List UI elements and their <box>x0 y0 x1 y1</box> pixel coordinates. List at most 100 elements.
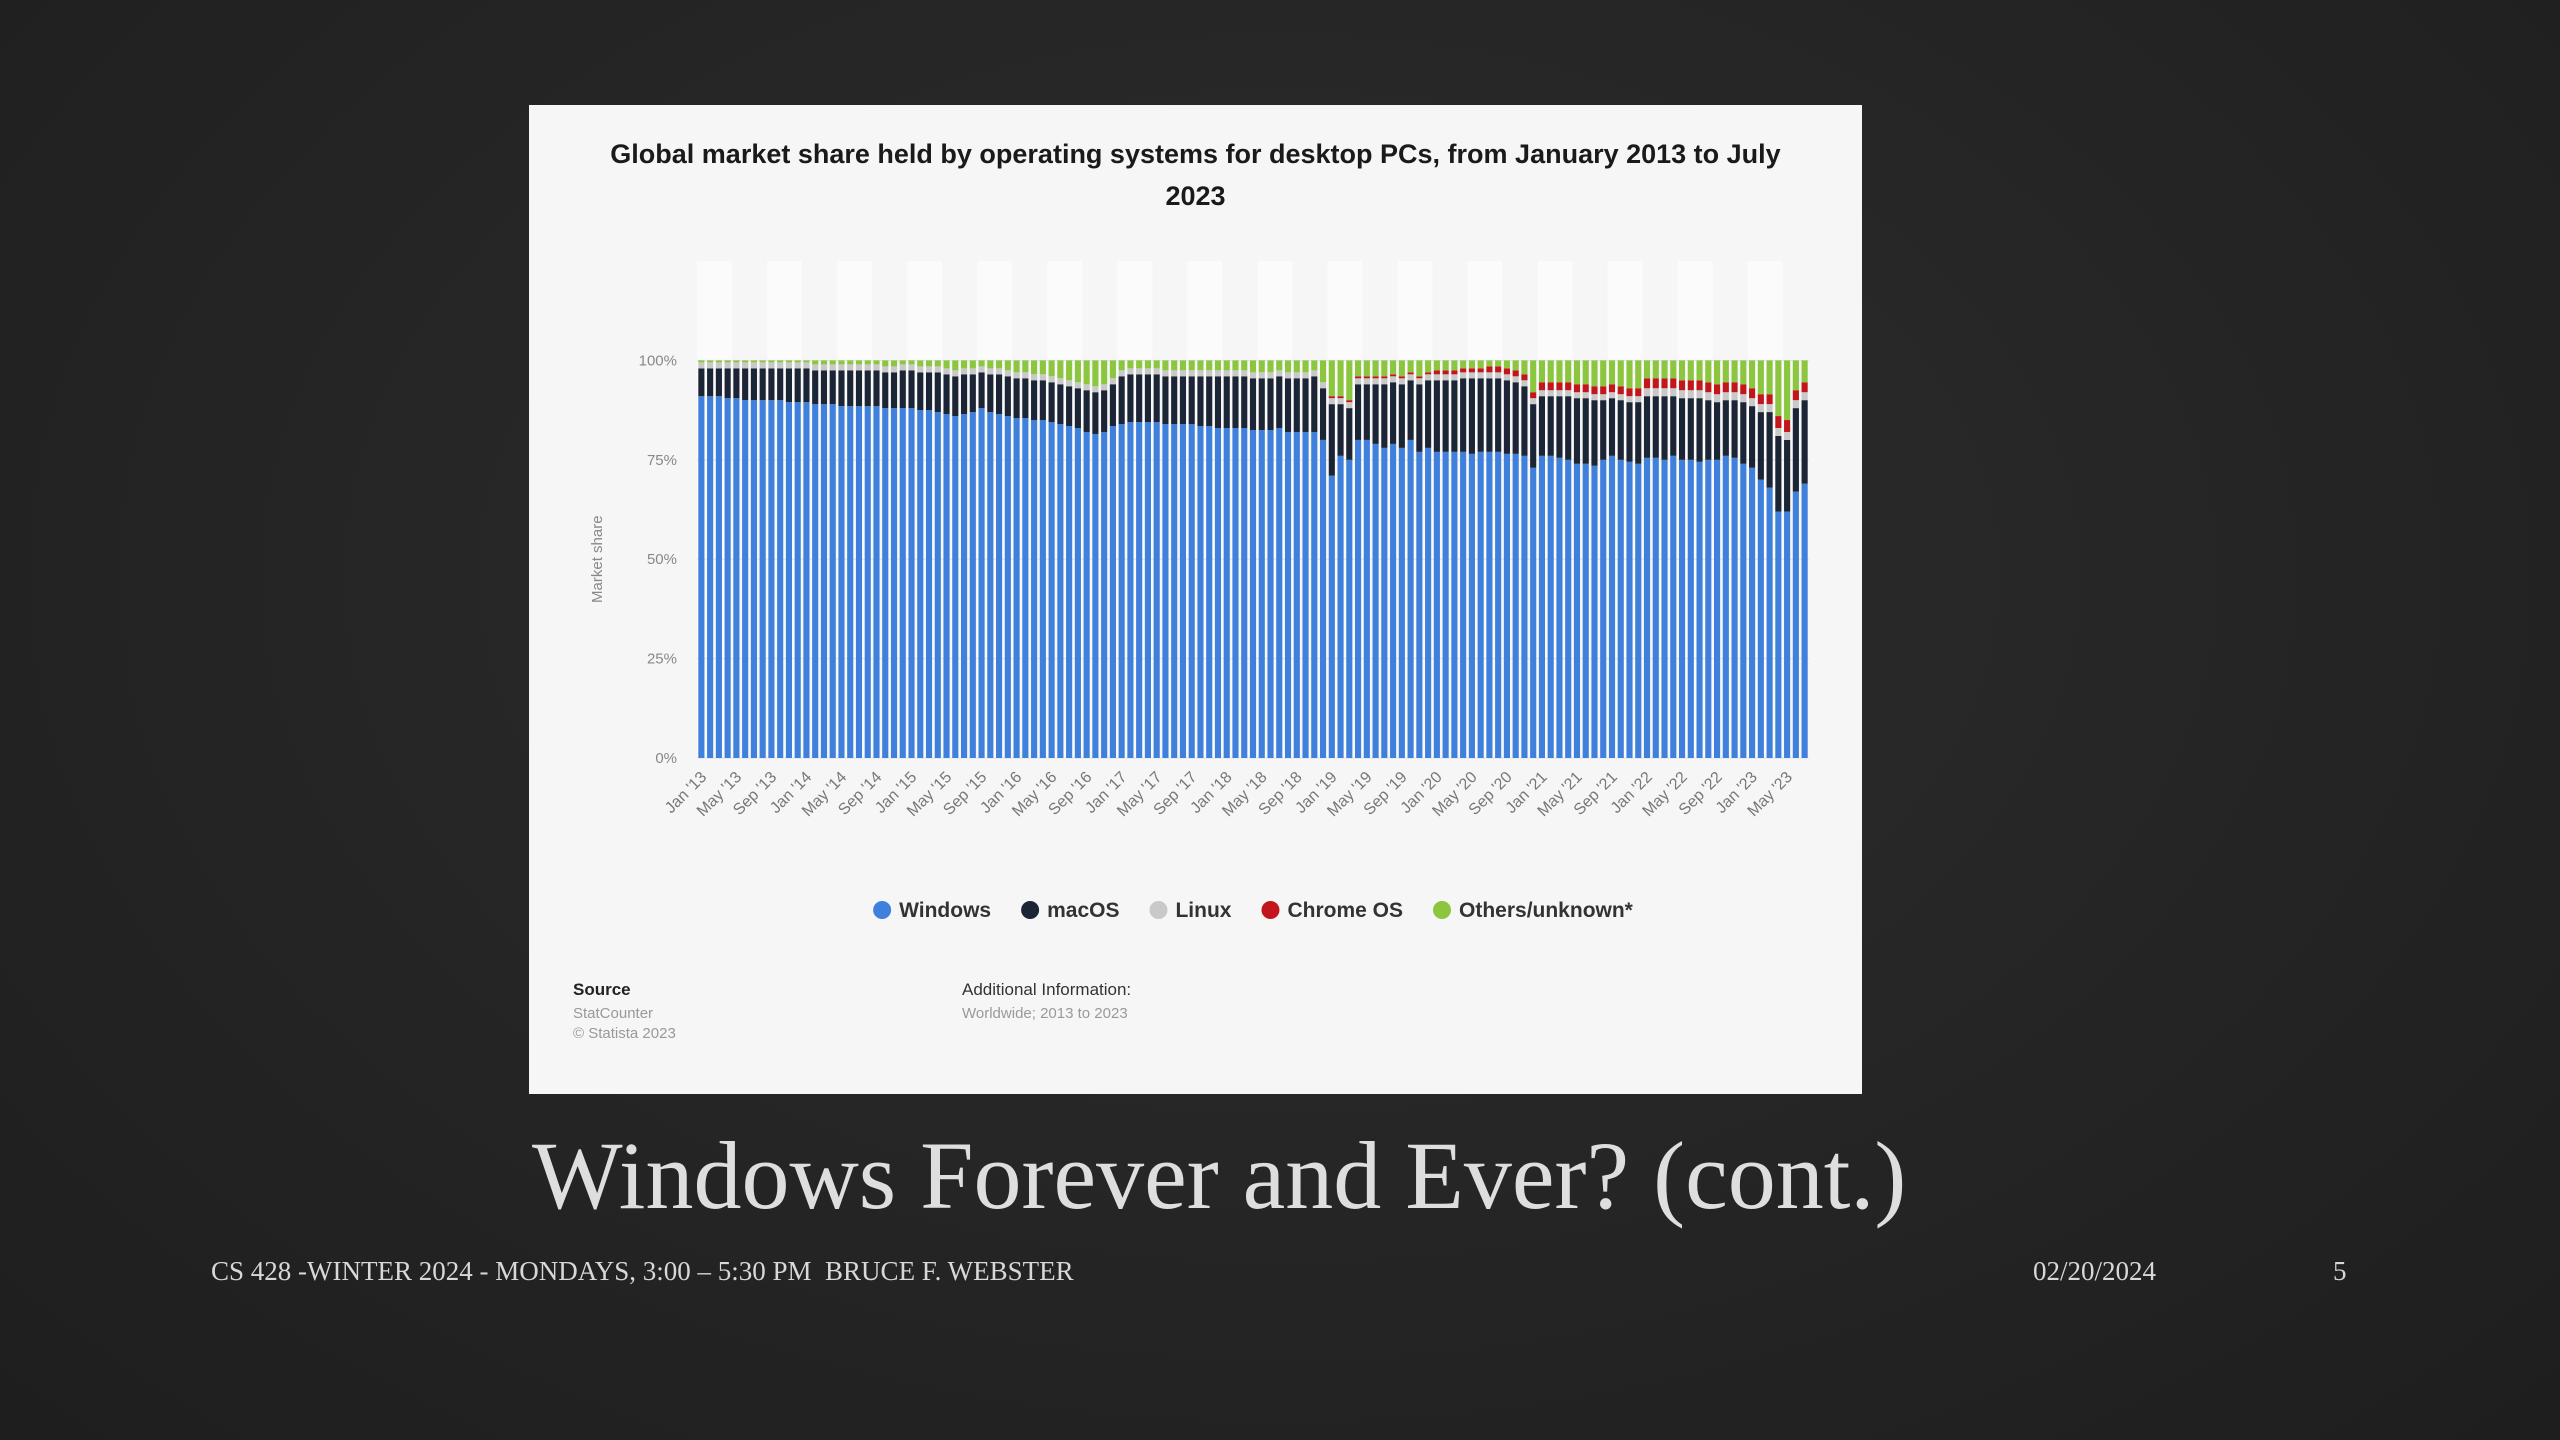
bar-segment <box>1162 424 1169 758</box>
bar-segment <box>1101 360 1108 385</box>
bar-segment <box>1661 378 1668 389</box>
bar-segment <box>1635 360 1642 389</box>
bar-segment <box>812 404 819 758</box>
footer: CS 428 -WINTER 2024 - MONDAYS, 3:00 – 5:… <box>211 1256 1074 1286</box>
bar-segment <box>1004 376 1011 417</box>
bar-segment <box>1136 374 1143 423</box>
bar-segment <box>1363 378 1370 385</box>
bar-segment <box>1144 368 1151 375</box>
bar-segment <box>724 398 731 758</box>
bar-segment <box>1713 360 1721 385</box>
y-tick-label: 75% <box>647 452 677 469</box>
bar-segment <box>1442 380 1449 452</box>
bar-segment <box>794 362 801 369</box>
bar-segment <box>1433 451 1440 758</box>
bar-segment <box>1713 384 1721 395</box>
bar-segment <box>1792 408 1799 492</box>
bar-segment <box>1687 360 1694 381</box>
bar-segment <box>1495 372 1502 379</box>
bar-segment <box>864 360 871 365</box>
bar-segment <box>943 374 950 415</box>
bar-segment <box>1749 360 1756 389</box>
bar-segment <box>1127 422 1134 758</box>
bar-segment <box>1276 360 1283 371</box>
bar-segment <box>777 360 784 363</box>
bar-segment <box>1643 388 1651 397</box>
bar-segment <box>1118 376 1125 425</box>
bar-segment <box>1206 376 1213 427</box>
bar-segment <box>1381 378 1388 385</box>
bar-segment <box>1643 396 1651 458</box>
bar-segment <box>707 360 714 363</box>
bar-segment <box>1495 451 1502 758</box>
bar-segment <box>812 370 819 405</box>
bar-segment <box>1495 378 1502 452</box>
bar-segment <box>1635 396 1642 403</box>
bar-segment <box>1101 390 1108 432</box>
bar-segment <box>1792 390 1799 401</box>
bar-segment <box>1337 398 1344 405</box>
y-tick-label: 100% <box>639 352 677 369</box>
bar-segment <box>742 368 749 401</box>
bar-segment <box>1390 382 1397 444</box>
bar-segment <box>1074 427 1081 758</box>
legend-marker <box>1261 901 1280 919</box>
bar-segment <box>724 362 731 369</box>
bar-segment <box>1661 360 1668 379</box>
bar-segment <box>1416 376 1423 379</box>
bar-segment <box>899 408 906 758</box>
bar-segment <box>1267 378 1274 430</box>
bar-segment <box>1670 455 1677 758</box>
bar-segment <box>1179 360 1187 371</box>
bar-segment <box>1792 360 1799 391</box>
bar-segment <box>1267 360 1274 373</box>
bar-segment <box>1118 370 1125 377</box>
bar-segment <box>1197 360 1204 371</box>
bar-segment <box>1022 372 1029 379</box>
bar-segment <box>1311 370 1318 377</box>
bar-segment <box>829 370 836 405</box>
bar-segment <box>1258 360 1265 373</box>
bar-segment <box>750 368 757 401</box>
bar-segment <box>1022 418 1029 758</box>
bar-segment <box>996 374 1003 415</box>
bar-segment <box>1678 380 1686 391</box>
bar-segment <box>1582 384 1589 393</box>
bar-segment <box>750 360 757 363</box>
bar-segment <box>1626 402 1633 462</box>
bar-segment <box>1416 451 1423 758</box>
bar-segment <box>1416 384 1423 452</box>
bar-segment <box>969 412 976 758</box>
bar-segment <box>742 360 749 363</box>
bar-segment <box>1731 382 1738 393</box>
bar-segment <box>1039 360 1046 375</box>
bar-segment <box>1784 360 1791 421</box>
bar-segment <box>1416 360 1423 377</box>
bar-segment <box>768 362 775 369</box>
bar-segment <box>996 414 1003 758</box>
bar-segment <box>1442 360 1449 371</box>
bar-segment <box>864 406 871 758</box>
bar-segment <box>1565 396 1572 460</box>
bar-segment <box>1442 370 1449 375</box>
bar-segment <box>1486 378 1493 452</box>
bar-segment <box>1556 457 1563 758</box>
bar-segment <box>1206 426 1213 758</box>
source: © Statista 2023 <box>573 1025 676 1042</box>
bar-segment <box>1521 360 1528 375</box>
bar-segment <box>1258 372 1265 379</box>
bar-segment <box>742 400 749 758</box>
bar-segment <box>1284 360 1292 373</box>
bar-segment <box>1302 431 1309 758</box>
bar-segment <box>1468 360 1475 369</box>
bar-segment <box>1573 463 1581 758</box>
bar-segment <box>1766 404 1773 413</box>
bar-segment <box>1635 463 1642 758</box>
legend-label: Windows <box>899 899 991 922</box>
bar-segment <box>1416 378 1423 385</box>
bar-segment <box>1775 416 1782 428</box>
bar-segment <box>1766 394 1773 405</box>
bar-segment <box>1337 455 1344 758</box>
bar-segment <box>1608 455 1616 758</box>
bar-segment <box>838 364 845 371</box>
